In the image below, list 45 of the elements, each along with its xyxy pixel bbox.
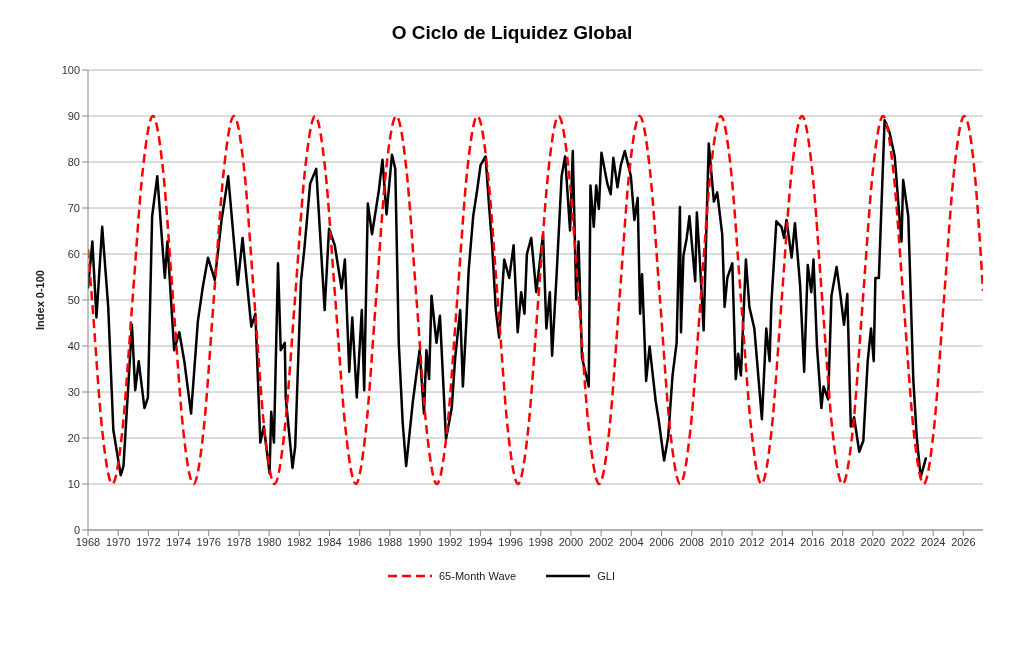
x-tick-label: 1990 [407,535,433,548]
x-tick-label: 1978 [226,535,252,548]
x-tick-label: 2012 [739,535,765,548]
x-tick-label: 1992 [437,535,463,548]
y-tick-label: 60 [67,247,80,260]
x-tick-label: 1988 [377,535,403,548]
x-tick-label: 2020 [860,535,886,548]
y-tick-label: 10 [67,477,80,490]
y-tick-label: 70 [67,201,80,214]
y-tick-label: 40 [67,339,80,352]
x-tick-label: 2002 [588,535,614,548]
x-tick-label: 1986 [347,535,372,548]
x-tick-label: 2024 [920,535,946,548]
x-tick-label: 2008 [679,535,704,548]
y-tick-label: 20 [67,431,80,444]
x-tick-label: 1972 [136,535,161,548]
legend-label: 65-Month Wave [439,570,517,582]
x-tick-label: 1982 [287,535,312,548]
y-tick-label: 100 [61,63,80,76]
y-tick-label: 0 [73,523,80,536]
x-tick-label: 2000 [558,535,584,548]
x-tick-label: 1998 [528,535,554,548]
x-tick-label: 2014 [770,535,795,548]
y-tick-label: 50 [67,293,80,306]
y-axis-title: Index 0-100 [33,270,46,330]
x-tick-label: 1970 [105,535,131,548]
x-tick-label: 2010 [709,535,735,548]
x-tick-label: 2016 [800,535,825,548]
x-tick-label: 1994 [468,535,493,548]
y-tick-label: 90 [67,109,80,122]
x-tick-label: 1984 [317,535,342,548]
x-tick-label: 1968 [75,535,101,548]
y-tick-label: 80 [67,155,80,168]
x-tick-label: 1980 [256,535,282,548]
chart-title: O Ciclo de Liquidez Global [390,22,634,45]
y-tick-label: 30 [67,385,80,398]
x-tick-label: 2006 [649,535,674,548]
x-tick-label: 2004 [619,535,644,548]
x-tick-label: 2026 [951,535,976,548]
x-tick-label: 1974 [166,535,191,548]
x-tick-label: 2018 [830,535,855,548]
legend-label: GLI [597,570,615,582]
x-tick-label: 1976 [196,535,221,548]
x-tick-label: 2022 [890,535,916,548]
x-tick-label: 1996 [498,535,523,548]
